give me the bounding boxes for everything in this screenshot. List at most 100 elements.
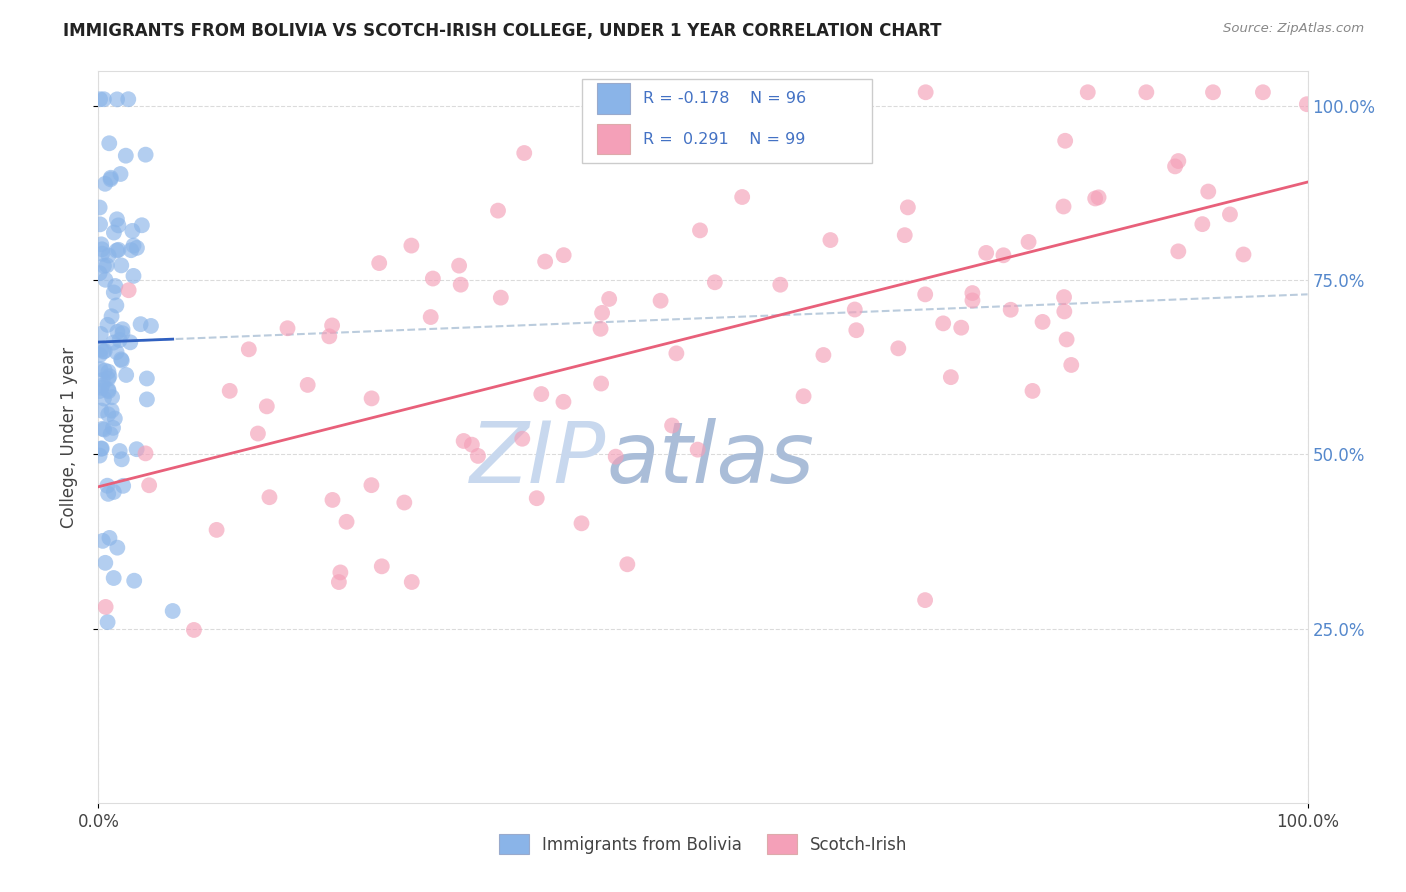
Point — [360, 392, 382, 406]
Text: Source: ZipAtlas.com: Source: ZipAtlas.com — [1223, 22, 1364, 36]
FancyBboxPatch shape — [582, 78, 872, 163]
Point — [813, 348, 835, 362]
Point — [114, 149, 136, 163]
Point — [139, 318, 162, 333]
Point — [90, 343, 112, 357]
Point — [689, 223, 711, 237]
Point — [93, 392, 115, 406]
Legend: Immigrants from Bolivia, Scotch-Irish: Immigrants from Bolivia, Scotch-Irish — [492, 828, 914, 860]
Point — [1251, 85, 1274, 99]
Point — [105, 244, 128, 258]
Point — [1167, 154, 1189, 169]
Point — [105, 298, 128, 312]
Point — [104, 279, 127, 293]
Point — [105, 212, 128, 227]
Point — [1021, 384, 1043, 398]
Point — [259, 490, 281, 504]
Point — [122, 268, 145, 283]
Point — [450, 277, 472, 292]
Point — [1197, 185, 1219, 199]
Point — [845, 323, 868, 337]
Point — [887, 342, 910, 356]
Point — [108, 333, 131, 347]
Bar — [596, 124, 630, 154]
Point — [218, 384, 240, 398]
Point — [162, 604, 184, 618]
Point — [111, 452, 134, 467]
Point — [571, 516, 593, 531]
Point — [467, 449, 489, 463]
Point — [125, 241, 148, 255]
Point — [1053, 304, 1076, 318]
Point — [91, 422, 114, 436]
Point — [111, 326, 134, 341]
Point — [276, 321, 298, 335]
Point — [120, 335, 142, 350]
Point — [962, 286, 984, 301]
Point — [97, 408, 120, 422]
Point — [453, 434, 475, 448]
Point — [103, 226, 125, 240]
Point — [598, 292, 620, 306]
Text: ZIP: ZIP — [470, 417, 606, 500]
Point — [107, 243, 129, 257]
Point — [121, 224, 143, 238]
Point — [89, 217, 111, 231]
Point — [449, 259, 471, 273]
Point — [89, 384, 111, 398]
Point — [90, 442, 112, 456]
Point — [103, 571, 125, 585]
Point — [297, 378, 319, 392]
Point — [974, 246, 997, 260]
Point — [120, 243, 142, 257]
Point — [526, 491, 548, 506]
Point — [897, 200, 920, 214]
Point — [93, 344, 115, 359]
Point — [1000, 302, 1022, 317]
Point — [103, 285, 125, 300]
Point — [104, 411, 127, 425]
Point — [100, 170, 122, 185]
Point — [135, 392, 157, 407]
Point — [1164, 160, 1187, 174]
Point — [108, 444, 131, 458]
Text: R =  0.291    N = 99: R = 0.291 N = 99 — [643, 131, 804, 146]
Point — [183, 623, 205, 637]
Point — [89, 201, 111, 215]
Point — [1054, 134, 1077, 148]
Point — [553, 248, 575, 262]
Point — [89, 266, 111, 280]
Point — [605, 450, 627, 464]
Point — [122, 574, 145, 588]
Point — [94, 599, 117, 614]
Point — [91, 533, 114, 548]
Point — [1191, 217, 1213, 231]
Point — [256, 400, 278, 414]
Point — [616, 558, 638, 572]
Point — [90, 381, 112, 395]
Point — [90, 237, 112, 252]
Point — [94, 344, 117, 359]
Point — [97, 384, 120, 399]
Point — [89, 449, 111, 463]
Point — [115, 368, 138, 382]
Point — [97, 383, 120, 397]
Point — [793, 389, 815, 403]
Point — [665, 346, 688, 360]
Point — [1060, 358, 1083, 372]
Point — [530, 387, 553, 401]
Point — [893, 228, 915, 243]
Point — [950, 320, 973, 334]
Text: R = -0.178    N = 96: R = -0.178 N = 96 — [643, 91, 806, 106]
Point — [246, 426, 269, 441]
Point — [553, 394, 575, 409]
Point — [489, 291, 512, 305]
Point — [321, 492, 343, 507]
Point — [89, 348, 111, 362]
Point — [1202, 85, 1225, 99]
Point — [1295, 97, 1317, 112]
Point — [661, 418, 683, 433]
Point — [107, 219, 129, 233]
Point — [1018, 235, 1040, 249]
Point — [90, 326, 112, 341]
